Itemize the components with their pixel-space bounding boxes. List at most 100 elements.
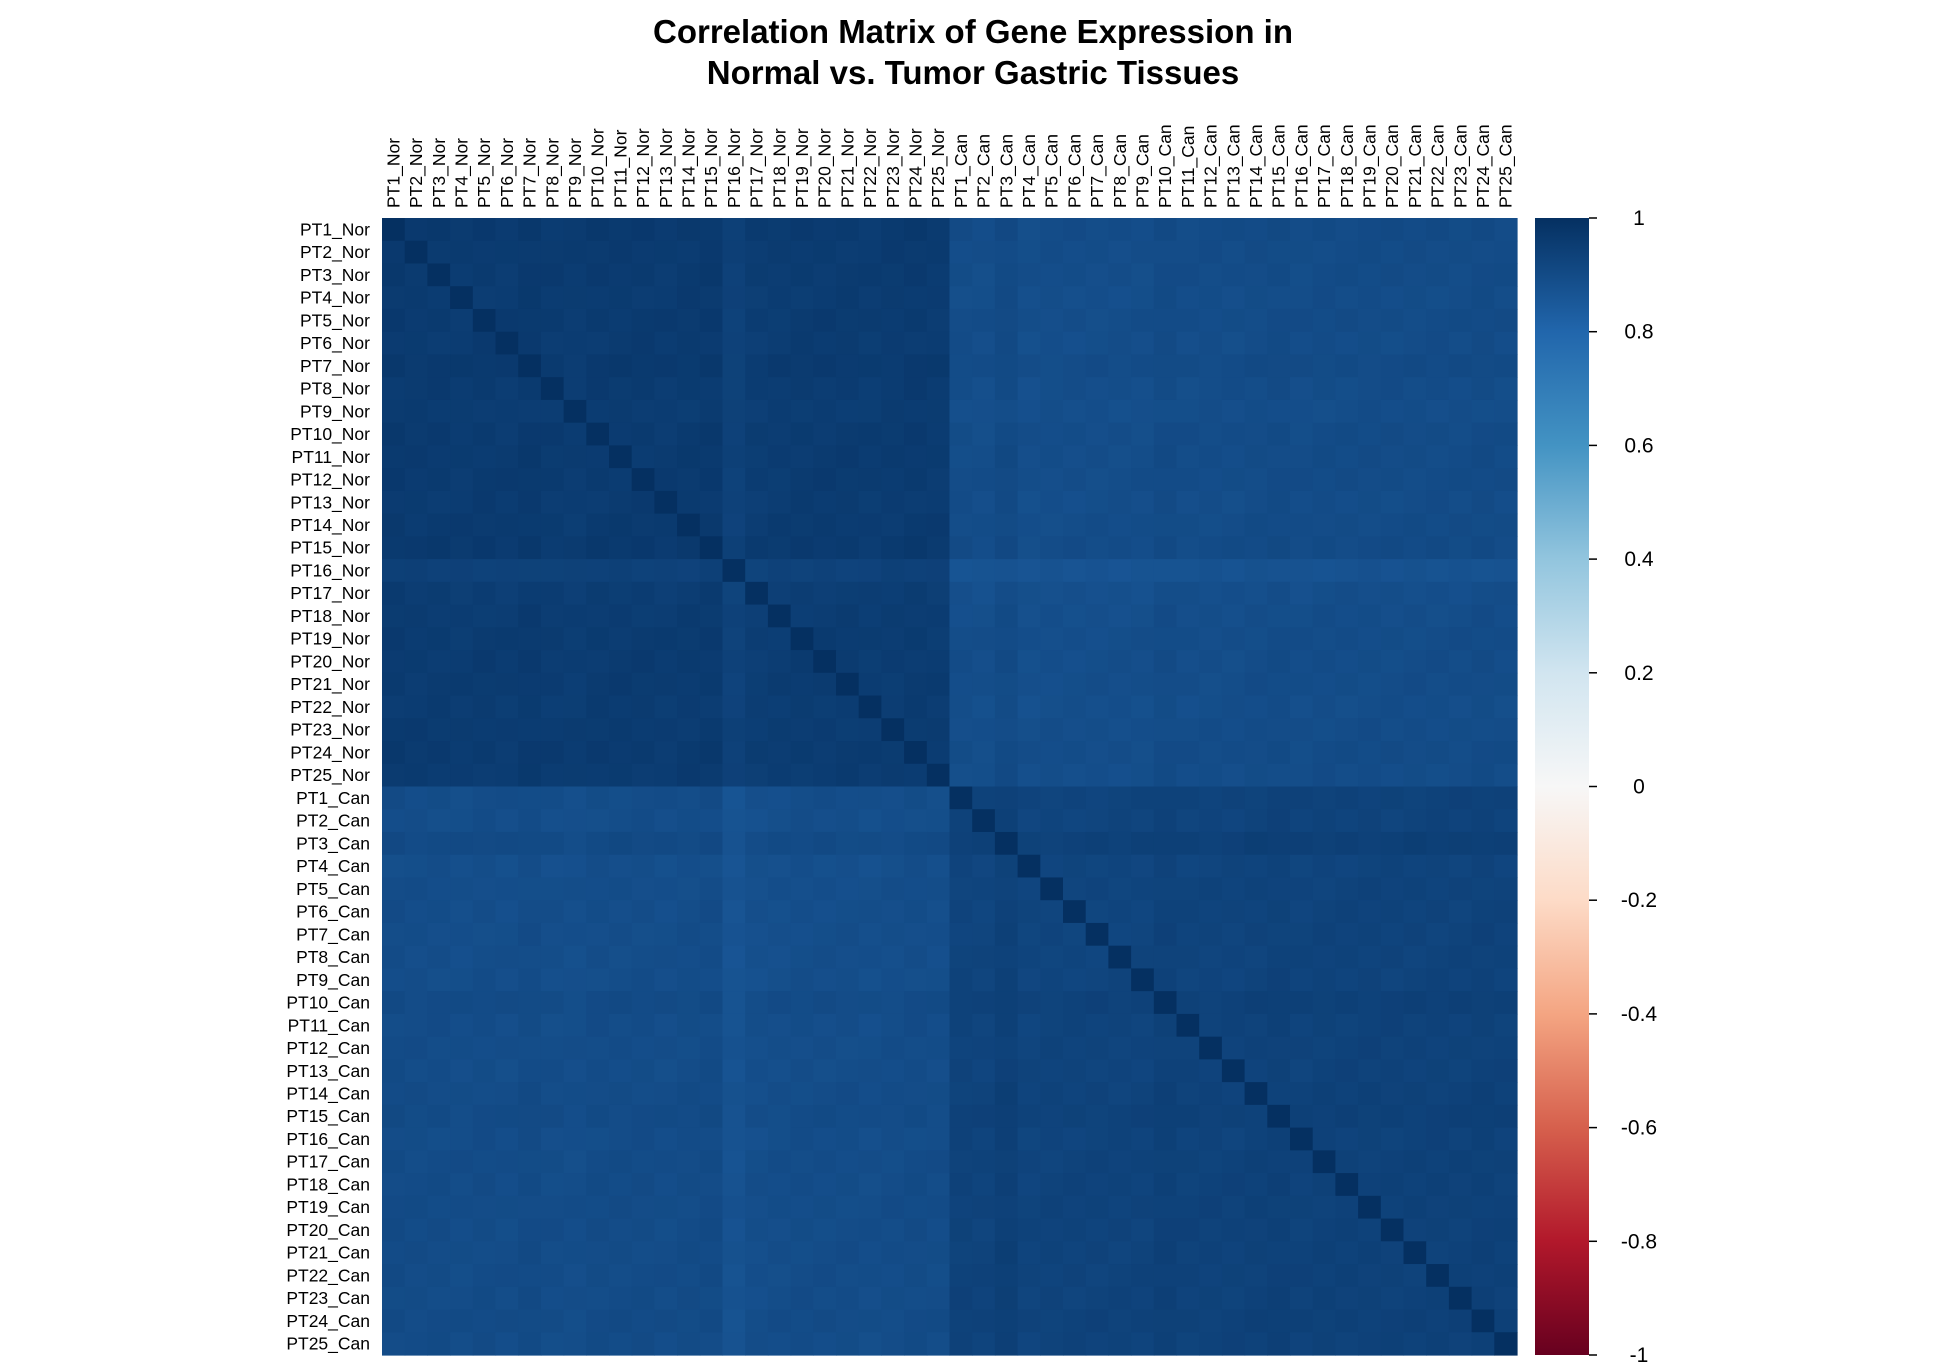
heatmap-cell (1380, 218, 1405, 242)
heatmap-cell (1380, 945, 1405, 970)
heatmap-cell (1380, 1013, 1405, 1038)
heatmap-cell (904, 581, 928, 606)
heatmap-cell (1358, 1082, 1382, 1106)
heatmap-cell (972, 1150, 996, 1174)
heatmap-cell (450, 741, 474, 765)
heatmap-cell (382, 422, 406, 446)
heatmap-cell (1085, 1332, 1109, 1356)
heatmap-cell (1448, 945, 1473, 970)
heatmap-cell (382, 218, 406, 242)
heatmap-cell (1267, 604, 1291, 628)
heatmap-cell (790, 1104, 814, 1129)
heatmap-cell (1085, 1013, 1109, 1038)
heatmap-cell (926, 581, 951, 606)
heatmap-cell (722, 468, 746, 492)
heatmap-cell (631, 695, 655, 719)
heatmap-cell (382, 354, 406, 378)
heatmap-cell (858, 877, 882, 901)
heatmap-cell (1380, 900, 1405, 924)
heatmap-cell (1221, 1195, 1246, 1220)
row-label: PT12_Can (286, 1038, 370, 1059)
heatmap-cell (994, 672, 1019, 697)
heatmap-cell (745, 1264, 769, 1288)
heatmap-cell (472, 968, 497, 992)
heatmap-cell (904, 763, 928, 788)
heatmap-cell (472, 1195, 497, 1220)
heatmap-cell (1403, 968, 1427, 992)
heatmap-cell (1358, 1013, 1382, 1038)
heatmap-cell (540, 1036, 565, 1060)
heatmap-cell (1199, 900, 1223, 924)
heatmap-cell (722, 218, 746, 242)
heatmap-cell (1131, 1082, 1155, 1106)
heatmap-cell (609, 445, 633, 469)
heatmap-cell (813, 1286, 837, 1311)
heatmap-cell (1335, 422, 1359, 446)
heatmap-cell (1380, 809, 1405, 833)
heatmap-cell (631, 1241, 655, 1265)
heatmap-cell (790, 422, 814, 446)
heatmap-cell (382, 1218, 406, 1242)
heatmap-cell (994, 1332, 1019, 1356)
heatmap-cell (1335, 581, 1359, 606)
heatmap-cell (382, 1264, 406, 1288)
heatmap-cell (1358, 218, 1382, 242)
heatmap-cell (1085, 650, 1109, 674)
heatmap-cell (722, 763, 746, 788)
heatmap-cell (427, 1127, 451, 1151)
heatmap-cell (1494, 650, 1518, 674)
column-label: PT10_Can (1155, 124, 1176, 208)
heatmap-cell (1199, 581, 1223, 606)
heatmap-cell (949, 1036, 973, 1060)
heatmap-cell (1085, 218, 1109, 242)
heatmap-cell (404, 422, 428, 446)
heatmap-cell (540, 422, 565, 446)
heatmap-cell (813, 468, 837, 492)
heatmap-cell (1358, 763, 1382, 788)
heatmap-cell (881, 1082, 905, 1106)
heatmap-cell (1290, 354, 1314, 378)
heatmap-cell (1153, 1127, 1178, 1151)
heatmap-cell (881, 513, 905, 537)
heatmap-cell (1176, 1286, 1200, 1311)
heatmap-cell (450, 922, 474, 947)
heatmap-cell (722, 1218, 746, 1242)
heatmap-cell (495, 627, 519, 651)
heatmap-cell (1040, 331, 1064, 356)
heatmap-cell (1267, 536, 1291, 560)
heatmap-cell (472, 1264, 497, 1288)
heatmap-cell (1448, 1332, 1473, 1356)
heatmap-cell (654, 1150, 678, 1174)
heatmap-cell (722, 900, 746, 924)
heatmap-cell (1131, 968, 1155, 992)
heatmap-cell (813, 922, 837, 947)
heatmap-cell (949, 422, 973, 446)
row-label: PT8_Nor (300, 379, 370, 400)
heatmap-cell (1471, 1036, 1495, 1060)
heatmap-cell (1131, 718, 1155, 742)
heatmap-cell (450, 445, 474, 469)
heatmap-cell (1040, 1036, 1064, 1060)
heatmap-cell (813, 240, 837, 265)
heatmap-cell (495, 650, 519, 674)
column-label: PT17_Can (1314, 124, 1335, 208)
heatmap-cell (1131, 422, 1155, 446)
heatmap-cell (1312, 559, 1336, 583)
heatmap-cell (767, 1173, 792, 1197)
heatmap-cell (1040, 1127, 1064, 1151)
heatmap-cell (1108, 1195, 1132, 1220)
heatmap-cell (1358, 627, 1382, 651)
heatmap-cell (1312, 718, 1336, 742)
heatmap-cell (767, 627, 792, 651)
heatmap-cell (858, 1218, 882, 1242)
heatmap-cell (382, 1059, 406, 1083)
heatmap-cell (745, 286, 769, 310)
heatmap-cell (677, 1309, 701, 1333)
heatmap-cell (994, 809, 1019, 833)
heatmap-cell (1312, 945, 1336, 970)
heatmap-cell (1335, 1286, 1359, 1311)
heatmap-cell (654, 263, 678, 287)
heatmap-cell (1290, 263, 1314, 287)
heatmap-cell (427, 672, 451, 697)
heatmap-cell (1494, 536, 1518, 560)
